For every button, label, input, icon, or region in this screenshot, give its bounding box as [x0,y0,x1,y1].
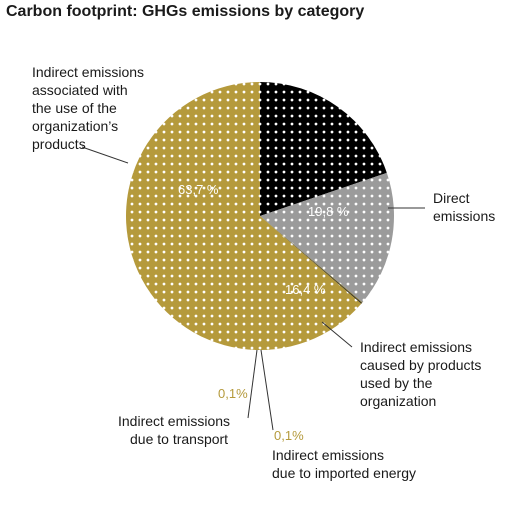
svg-text:used by the: used by the [360,375,433,391]
value-label-direct: 19,8 % [308,204,349,219]
svg-text:Indirect emissions: Indirect emissions [118,413,230,429]
pie-slice-3 [260,216,362,304]
svg-text:associated with: associated with [32,82,128,98]
category-label-products-used: Indirect emissions caused by products us… [360,339,481,409]
value-label-transport: 0,1% [218,386,248,401]
leader-line-products-use [81,146,129,164]
category-label-direct: Direct emissions [433,190,495,224]
leader-line-transport [247,349,258,419]
leader-line-energy [260,349,274,431]
pie-slice-4 [125,81,362,350]
svg-text:Indirect emissions: Indirect emissions [360,339,472,355]
value-label-energy: 0,1% [274,428,304,443]
category-label-products-use: Indirect emissions associated with the u… [32,64,144,152]
pie-slices [125,81,394,350]
svg-text:due to transport: due to transport [130,431,228,447]
svg-text:products: products [32,136,86,152]
category-label-transport: Indirect emissions due to transport [118,413,230,447]
svg-text:Indirect emissions: Indirect emissions [272,447,384,463]
svg-text:caused by products: caused by products [360,357,481,373]
pie-slice-1 [260,172,394,303]
svg-text:emissions: emissions [433,208,495,224]
pie-slice-0 [260,82,387,216]
svg-text:Indirect emissions: Indirect emissions [32,64,144,80]
category-label-energy: Indirect emissions due to imported energ… [272,447,416,481]
leader-line-products-used [321,321,353,348]
svg-text:organization’s: organization’s [32,118,118,134]
value-label-products-used: 16,4 % [285,282,326,297]
chart-title: Carbon footprint: GHGs emissions by cate… [6,3,364,20]
svg-text:the use of the: the use of the [32,100,117,116]
svg-text:Direct: Direct [433,190,470,206]
svg-text:due to imported energy: due to imported energy [272,465,416,481]
value-label-products-use: 63,7 % [178,182,219,197]
pie-slice-2 [260,216,363,304]
svg-text:organization: organization [360,393,436,409]
